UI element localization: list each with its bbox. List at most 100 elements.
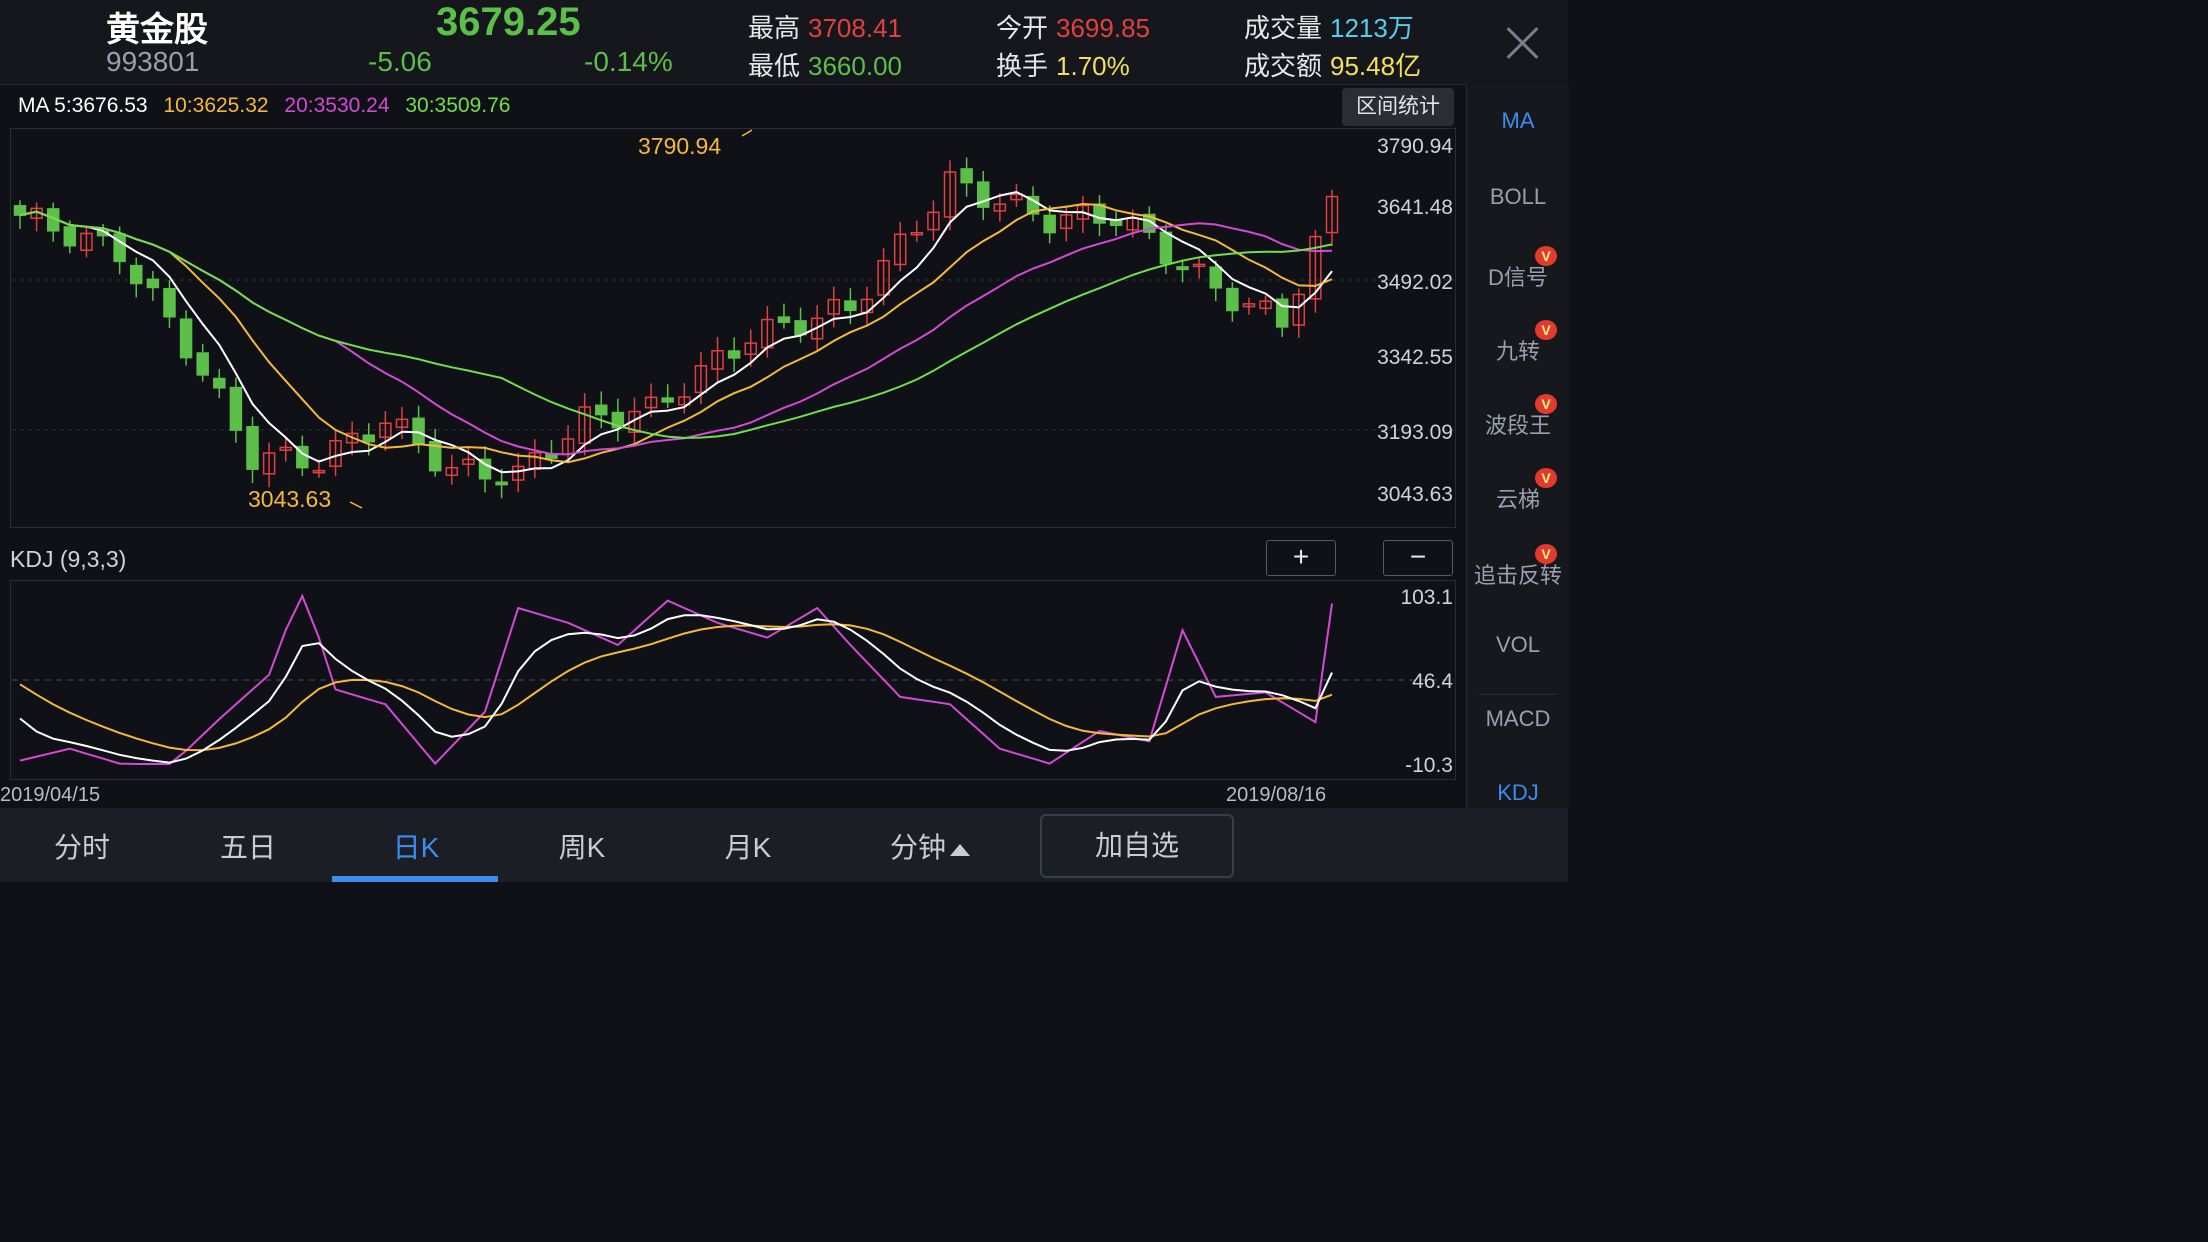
candle-body — [711, 350, 724, 370]
tab-five-day[interactable]: 五日 — [219, 832, 276, 863]
quote-header: 黄金股 993801 3679.25 -5.06 -0.14% 最高 3708.4… — [0, 0, 1568, 85]
zoom-in-button[interactable]: + — [1266, 540, 1336, 576]
indicator-2[interactable]: D信号 V — [1467, 246, 1569, 292]
stat-volume-value: 1213万 — [1330, 13, 1414, 43]
stock-code: 993801 — [106, 46, 200, 77]
side-separator — [1479, 694, 1557, 695]
candle-body — [877, 259, 890, 296]
indicator-side-panel: MA BOLL D信号 V 九转 V 波段王 V 云梯 V 追击反转 V VOL MACD KDJ — [1466, 84, 1569, 808]
ma5-line — [19, 191, 1333, 474]
candle-body — [960, 168, 973, 184]
tab-minutes-label: 分钟 — [889, 832, 946, 863]
candle-body — [578, 406, 591, 445]
stat-open: 今开 3699.85 — [996, 8, 1150, 45]
zoom-out-button[interactable]: − — [1383, 540, 1453, 576]
stat-volume: 成交量 1213万 — [1244, 8, 1414, 45]
caret-up-icon — [950, 843, 970, 856]
add-to-watchlist-button[interactable]: 加自选 — [1040, 814, 1234, 878]
candle-body — [1325, 195, 1339, 234]
tab-minutes-dropdown[interactable]: 分钟 — [880, 826, 980, 866]
end-date: 2019/08/16 — [1226, 784, 1327, 806]
candle-body — [1159, 231, 1173, 265]
candle-body — [196, 352, 209, 376]
candle-body — [279, 446, 292, 451]
period-tab-bar: 分时 五日 日K 周K 月K 分钟 加自选 — [0, 808, 1568, 882]
stat-volume-label: 成交量 — [1244, 13, 1323, 43]
range-stats-button[interactable]: 区间统计 — [1342, 88, 1454, 126]
stat-low: 最低 3660.00 — [748, 46, 902, 83]
candle-body — [661, 397, 674, 403]
active-tab-indicator — [332, 876, 498, 882]
kdj-chart-frame — [10, 580, 1456, 780]
candle-body — [1209, 266, 1222, 289]
stat-high: 最高 3708.41 — [748, 8, 902, 45]
indicator-3[interactable]: 九转 V — [1467, 320, 1569, 366]
price-change-percent: -0.14% — [584, 46, 673, 77]
candle-body — [511, 465, 525, 481]
candle-body — [428, 440, 442, 472]
candle-body — [1026, 195, 1040, 215]
price-change: -5.06 — [368, 46, 432, 77]
vip-badge-icon: V — [1535, 468, 1557, 488]
stat-high-label: 最高 — [748, 13, 801, 43]
ma20-line — [19, 210, 1333, 456]
price-axis-tick: 3492.02 — [1377, 271, 1453, 294]
stat-amount: 成交额 95.48亿 — [1244, 46, 1421, 83]
indicator-8[interactable]: MACD — [1485, 706, 1551, 731]
price-chart-frame — [10, 128, 1456, 528]
ma30-label: 30:3509.76 — [405, 94, 511, 117]
candle-body — [1309, 235, 1322, 300]
vip-badge-icon: V — [1535, 246, 1557, 266]
stat-low-value: 3660.00 — [808, 51, 902, 81]
indicator-4[interactable]: 波段王 V — [1467, 394, 1569, 440]
stat-turnover: 换手 1.70% — [996, 46, 1130, 83]
candle-body — [329, 439, 342, 467]
vip-badge-icon: V — [1535, 394, 1557, 414]
candle-body — [644, 396, 658, 409]
tab-minute-chart[interactable]: 分时 — [53, 832, 110, 863]
candle-body — [1275, 298, 1289, 328]
price-axis-tick: 3641.48 — [1377, 196, 1453, 219]
candle-body — [927, 211, 940, 231]
tab-daily-k[interactable]: 日K — [392, 832, 440, 863]
candle-body — [893, 233, 907, 266]
stat-open-value: 3699.85 — [1056, 13, 1150, 43]
candle-body — [246, 426, 259, 470]
stat-amount-label: 成交额 — [1244, 51, 1323, 81]
indicator-9[interactable]: KDJ — [1497, 780, 1539, 805]
candle-body — [1259, 300, 1272, 310]
candle-body — [777, 316, 791, 323]
tab-weekly-k[interactable]: 周K — [558, 832, 606, 863]
candle-body — [678, 396, 691, 406]
ma30-line — [19, 210, 1333, 439]
candle-body — [1192, 263, 1206, 268]
candle-body — [445, 466, 459, 477]
start-date: 2019/04/15 — [0, 784, 101, 806]
candle-body — [130, 264, 143, 285]
price-axis-tick: 3193.09 — [1377, 421, 1453, 444]
indicator-7[interactable]: VOL — [1495, 632, 1541, 657]
ma5-label: MA 5:3676.53 — [18, 94, 148, 117]
candle-body — [694, 365, 708, 394]
candle-body — [495, 481, 508, 486]
indicator-0[interactable]: MA — [1501, 108, 1535, 133]
max-price-pointer — [741, 129, 753, 137]
ma10-line — [19, 202, 1333, 464]
candle-body — [146, 278, 160, 289]
candle-body — [1226, 287, 1239, 312]
indicator-6[interactable]: 追击反转 V — [1473, 544, 1562, 588]
indicator-5[interactable]: 云梯 V — [1467, 468, 1569, 514]
tab-monthly-k[interactable]: 月K — [724, 832, 772, 863]
candle-body — [827, 298, 841, 315]
vip-badge-icon: V — [1535, 544, 1557, 564]
candlestick-chart[interactable]: 3790.94 3641.48 3492.02 3342.55 3193.09 3043.… — [0, 0, 1568, 540]
stat-open-label: 今开 — [996, 13, 1049, 43]
candle-body — [312, 469, 326, 474]
max-price-annotation: 3790.94 — [638, 133, 721, 159]
candle-body — [345, 432, 359, 444]
candle-body — [80, 232, 93, 251]
candle-body — [379, 422, 392, 439]
candle-body — [395, 418, 409, 429]
ma-legend: MA 5:3676.53 10:3625.32 20:3530.24 30:35… — [18, 94, 520, 118]
indicator-1[interactable]: BOLL — [1489, 184, 1547, 209]
